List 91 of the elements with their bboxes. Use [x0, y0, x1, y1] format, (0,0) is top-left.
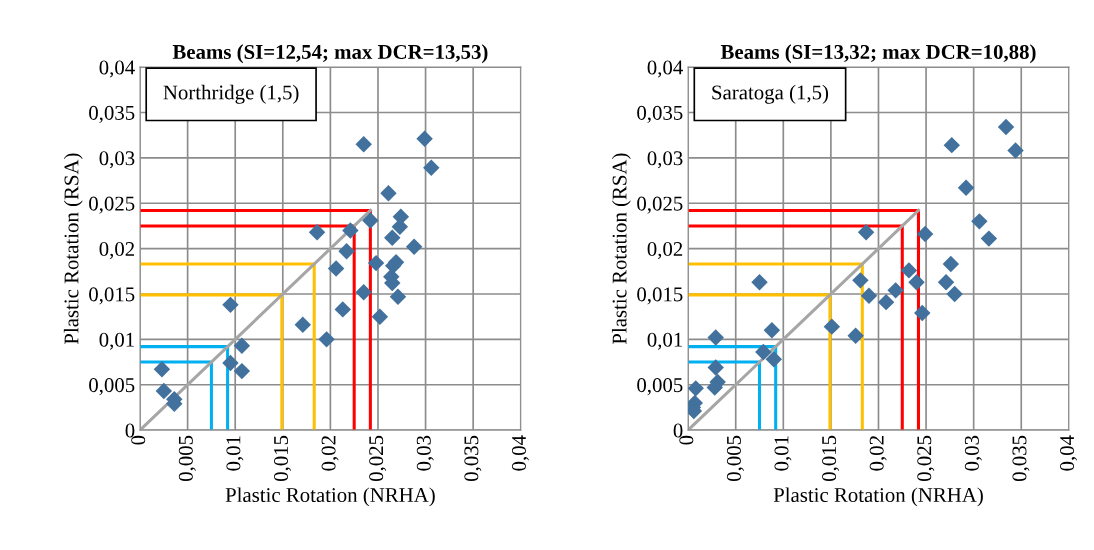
point — [367, 254, 385, 272]
point — [338, 243, 355, 260]
y-tick-label: 0,035 — [89, 105, 135, 123]
y-axis-title: Plastic Rotation (RSA) — [611, 153, 631, 345]
point — [294, 316, 311, 334]
point — [942, 255, 960, 273]
y-tick-label: 0,01 — [647, 332, 683, 350]
point — [362, 212, 379, 229]
x-axis-title: Plastic Rotation (NRHA) — [225, 487, 435, 507]
point — [763, 322, 781, 339]
point — [318, 331, 335, 348]
x-tick-label: 0,025 — [369, 435, 387, 482]
point — [755, 343, 772, 361]
point — [707, 329, 724, 346]
annotation: Northridge (1,5) — [163, 84, 299, 104]
y-tick-label: 0,015 — [637, 287, 683, 305]
point — [155, 382, 173, 400]
point — [908, 273, 925, 291]
point — [957, 179, 975, 197]
point — [355, 283, 372, 301]
chart-title: Beams (SI=13,32; max DCR=10,88) — [720, 44, 1036, 64]
point — [233, 337, 251, 354]
point — [997, 118, 1015, 136]
y-tick-label: 0,025 — [89, 196, 135, 214]
x-tick-label: 0,03 — [416, 435, 434, 471]
point — [380, 185, 397, 202]
y-tick-label: 0,005 — [637, 378, 683, 396]
x-tick-label: 0,015 — [273, 435, 292, 482]
y-tick-label: 0,01 — [99, 332, 134, 350]
point — [355, 136, 372, 153]
annotation: Saratoga (1,5) — [712, 84, 829, 104]
point — [342, 222, 359, 239]
y-tick-label: 0,03 — [99, 151, 135, 169]
x-tick-label: 0,01 — [226, 436, 244, 471]
x-tick-label: 0,03 — [964, 435, 982, 471]
point — [847, 327, 864, 344]
point — [980, 230, 998, 247]
x-tick-label: 0,02 — [869, 436, 887, 471]
y-tick-label: 0,015 — [89, 287, 135, 305]
point — [423, 159, 440, 177]
point — [688, 380, 704, 397]
y-tick-label: 0,025 — [637, 196, 683, 214]
x-axis-title: Plastic Rotation (NRHA) — [773, 487, 983, 507]
point — [860, 287, 878, 305]
point — [971, 213, 988, 230]
x-tick-label: 0,02 — [321, 436, 339, 471]
point — [384, 229, 401, 246]
point — [877, 293, 895, 311]
point — [707, 359, 724, 376]
point — [937, 273, 955, 291]
x-tick-label: 0,04 — [1059, 435, 1078, 471]
y-tick-label: 0,04 — [99, 60, 135, 78]
point — [334, 301, 351, 318]
y-tick-label: 0,02 — [99, 241, 135, 260]
point — [308, 224, 326, 241]
x-tick-label: 0,005 — [726, 435, 744, 482]
point — [946, 285, 963, 303]
y-tick-label: 0,02 — [647, 241, 683, 260]
y-tick-label: 0,035 — [637, 105, 683, 123]
point — [900, 262, 918, 279]
point — [405, 238, 423, 255]
point — [823, 318, 841, 335]
point — [916, 225, 934, 243]
x-tick-label: 0,035 — [464, 435, 482, 482]
point — [852, 272, 869, 289]
point — [914, 304, 931, 322]
point — [233, 362, 251, 380]
point — [751, 273, 768, 291]
x-tick-label: 0,005 — [178, 435, 196, 482]
point — [765, 351, 782, 368]
point — [416, 130, 433, 148]
point — [887, 282, 904, 299]
y-axis-title: Plastic Rotation (RSA) — [63, 153, 83, 345]
x-tick-label: 0,04 — [511, 435, 529, 471]
point — [222, 296, 239, 314]
x-tick-label: 0,01 — [774, 436, 792, 471]
x-tick-label: 0,035 — [1012, 435, 1030, 482]
y-tick-label: 0,04 — [647, 60, 683, 78]
point — [222, 354, 239, 372]
chart-title: Beams (SI=12,54; max DCR=13,53) — [172, 44, 488, 64]
point — [1007, 142, 1024, 159]
y-tick-label: 0,03 — [647, 151, 683, 169]
point — [327, 260, 345, 277]
point — [389, 288, 407, 305]
y-tick-label: 0,005 — [89, 378, 135, 396]
point — [371, 308, 389, 325]
point — [153, 361, 171, 378]
x-tick-label: 0,025 — [917, 435, 935, 482]
point — [857, 224, 875, 241]
point — [943, 136, 960, 154]
x-tick-label: 0,015 — [822, 435, 840, 482]
